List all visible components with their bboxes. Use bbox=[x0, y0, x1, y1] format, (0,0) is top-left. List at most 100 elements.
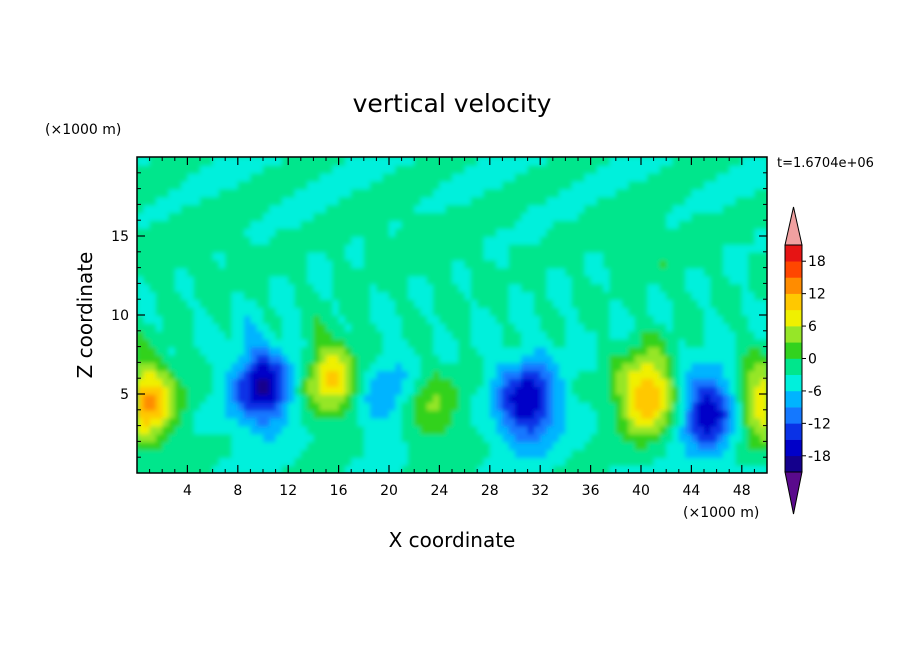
field-cell bbox=[300, 330, 308, 340]
field-cell bbox=[338, 346, 346, 356]
field-cell bbox=[634, 236, 642, 245]
field-cell bbox=[426, 433, 434, 443]
field-cell bbox=[174, 441, 182, 451]
field-cell bbox=[470, 354, 478, 364]
field-cell bbox=[741, 378, 749, 387]
field-cell bbox=[250, 322, 258, 332]
field-cell bbox=[263, 378, 271, 387]
field-cell bbox=[596, 236, 604, 245]
field-cell bbox=[395, 354, 403, 364]
field-cell bbox=[275, 386, 283, 395]
field-cell bbox=[218, 243, 226, 253]
field-cell bbox=[351, 330, 359, 340]
field-cell bbox=[489, 196, 497, 206]
field-cell bbox=[571, 172, 579, 182]
field-cell bbox=[307, 267, 315, 277]
field-cell bbox=[433, 449, 441, 458]
field-cell bbox=[735, 378, 743, 387]
field-cell bbox=[622, 204, 630, 214]
field-cell bbox=[218, 283, 226, 293]
field-cell bbox=[288, 243, 296, 253]
field-cell bbox=[231, 212, 239, 221]
field-cell bbox=[748, 354, 756, 364]
field-cell bbox=[659, 457, 667, 466]
field-cell bbox=[527, 291, 535, 300]
field-cell bbox=[615, 457, 623, 466]
field-cell bbox=[181, 346, 189, 356]
field-cell bbox=[168, 346, 176, 356]
field-cell bbox=[294, 299, 302, 308]
field-cell bbox=[622, 315, 630, 324]
field-cell bbox=[672, 220, 680, 229]
field-cell bbox=[559, 157, 567, 166]
field-cell bbox=[559, 370, 567, 379]
field-cell bbox=[609, 267, 617, 277]
field-cell bbox=[666, 354, 674, 364]
field-cell bbox=[452, 299, 460, 308]
field-cell bbox=[263, 228, 271, 237]
field-cell bbox=[149, 188, 157, 198]
field-cell bbox=[691, 378, 699, 387]
field-cell bbox=[515, 291, 523, 300]
field-cell bbox=[729, 401, 737, 411]
field-cell bbox=[149, 172, 157, 182]
field-cell bbox=[218, 457, 226, 466]
field-cell bbox=[628, 425, 636, 435]
field-cell bbox=[741, 180, 749, 190]
field-cell bbox=[300, 370, 308, 379]
field-cell bbox=[307, 315, 315, 324]
field-cell bbox=[212, 315, 220, 324]
field-cell bbox=[181, 417, 189, 427]
field-cell bbox=[319, 164, 327, 174]
field-cell bbox=[754, 188, 762, 198]
field-cell bbox=[155, 322, 163, 332]
field-cell bbox=[521, 370, 529, 379]
field-cell bbox=[395, 267, 403, 277]
field-cell bbox=[754, 457, 762, 466]
field-cell bbox=[149, 212, 157, 221]
field-cell bbox=[470, 378, 478, 387]
field-cell bbox=[666, 307, 674, 316]
field-cell bbox=[351, 180, 359, 190]
field-cell bbox=[225, 283, 233, 293]
field-cell bbox=[439, 164, 447, 174]
field-cell bbox=[697, 315, 705, 324]
field-cell bbox=[313, 243, 321, 253]
field-cell bbox=[634, 449, 642, 458]
field-cell bbox=[477, 457, 485, 466]
field-cell bbox=[508, 433, 516, 443]
field-cell bbox=[584, 346, 592, 356]
field-cell bbox=[344, 164, 352, 174]
field-cell bbox=[496, 228, 504, 237]
field-cell bbox=[357, 283, 365, 293]
field-cell bbox=[206, 346, 214, 356]
field-cell bbox=[760, 417, 767, 427]
field-cell bbox=[496, 330, 504, 340]
field-cell bbox=[754, 417, 762, 427]
field-cell bbox=[193, 243, 201, 253]
field-cell bbox=[653, 386, 661, 395]
field-cell bbox=[206, 409, 214, 419]
field-cell bbox=[395, 338, 403, 348]
field-cell bbox=[615, 251, 623, 261]
field-cell bbox=[464, 465, 472, 473]
field-cell bbox=[269, 259, 277, 269]
field-cell bbox=[609, 322, 617, 332]
field-cell bbox=[426, 291, 434, 300]
field-cell bbox=[288, 354, 296, 364]
field-cell bbox=[155, 417, 163, 427]
field-cell bbox=[672, 172, 680, 182]
field-cell bbox=[351, 433, 359, 443]
field-cell bbox=[722, 433, 730, 443]
field-cell bbox=[540, 441, 548, 451]
field-cell bbox=[439, 378, 447, 387]
field-cell bbox=[615, 228, 623, 237]
field-cell bbox=[307, 212, 315, 221]
field-cell bbox=[489, 259, 497, 269]
field-cell bbox=[319, 409, 327, 419]
field-cell bbox=[231, 425, 239, 435]
field-cell bbox=[244, 164, 252, 174]
field-cell bbox=[162, 220, 170, 229]
field-cell bbox=[370, 307, 378, 316]
field-cell bbox=[546, 449, 554, 458]
